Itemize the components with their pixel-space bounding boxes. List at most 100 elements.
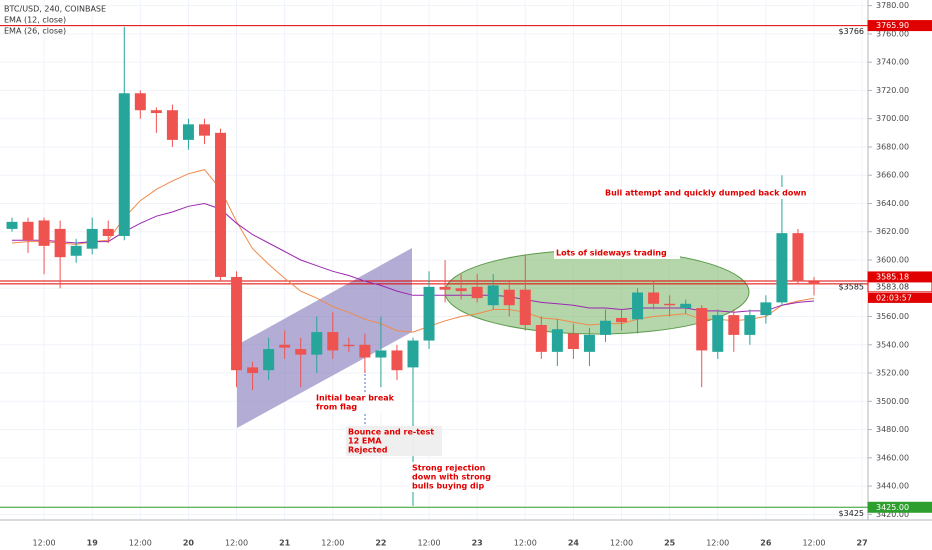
candle-body bbox=[664, 303, 676, 306]
candle-body bbox=[583, 334, 595, 352]
candle-body bbox=[407, 340, 419, 368]
price-tag-label: 3765.90 bbox=[876, 21, 909, 30]
grid bbox=[0, 0, 868, 520]
x-tick-label: 12:00 bbox=[321, 539, 344, 548]
candle-body bbox=[279, 344, 291, 348]
y-tick-label: 3600.00 bbox=[876, 256, 909, 265]
annotation-box bbox=[603, 187, 814, 199]
candle-body bbox=[6, 221, 18, 229]
x-tick-label: 25 bbox=[664, 539, 676, 548]
y-tick-label: 3700.00 bbox=[876, 114, 909, 123]
y-tick-label: 3620.00 bbox=[876, 227, 909, 236]
candle-body bbox=[776, 233, 788, 303]
x-tick-label: 12:00 bbox=[802, 539, 825, 548]
candle-body bbox=[680, 303, 692, 309]
annotation-box bbox=[346, 426, 442, 456]
candle-body bbox=[503, 289, 515, 306]
x-tick-label: 12:00 bbox=[225, 539, 248, 548]
legend-entry: EMA (26, close) bbox=[4, 27, 66, 36]
x-tick-label: 12:00 bbox=[129, 539, 152, 548]
candle-body bbox=[728, 315, 740, 335]
candle-body bbox=[54, 228, 66, 258]
candle-body bbox=[150, 110, 162, 114]
y-tick-label: 3680.00 bbox=[876, 142, 909, 151]
candle-body bbox=[696, 308, 708, 351]
candle-body bbox=[359, 344, 371, 358]
candle-body bbox=[311, 332, 323, 355]
candle-body bbox=[808, 281, 820, 285]
price-tag bbox=[867, 501, 932, 513]
x-tick-label: 21 bbox=[279, 539, 291, 548]
candle-body bbox=[22, 221, 34, 241]
x-tick-label: 12:00 bbox=[33, 539, 56, 548]
candle-body bbox=[760, 302, 772, 316]
candle-body bbox=[535, 325, 547, 352]
level-tag: $3585 bbox=[839, 282, 864, 291]
candle-body bbox=[455, 288, 467, 292]
candle-body bbox=[391, 350, 403, 371]
x-tick-label: 24 bbox=[568, 539, 580, 548]
candle-body bbox=[471, 286, 483, 299]
x-tick-label: 23 bbox=[472, 539, 483, 548]
candle-body bbox=[231, 276, 243, 371]
price-tag bbox=[867, 20, 932, 32]
price-tag-label: 3585.18 bbox=[876, 272, 909, 281]
candle-body bbox=[439, 286, 451, 290]
x-tick-label: 27 bbox=[857, 539, 868, 548]
candle-body bbox=[712, 315, 724, 352]
y-tick-label: 3760.00 bbox=[876, 29, 909, 38]
x-tick-label: 19 bbox=[87, 539, 99, 548]
candle-body bbox=[198, 124, 210, 136]
candle-body bbox=[166, 110, 178, 140]
candle-body bbox=[182, 124, 194, 140]
y-tick-label: 3540.00 bbox=[876, 340, 909, 349]
candle-body bbox=[487, 285, 499, 306]
countdown: 02:03:57 bbox=[876, 293, 912, 302]
annotation-text: bulls buying dip bbox=[412, 482, 485, 491]
x-tick-label: 12:00 bbox=[706, 539, 729, 548]
price-tag-label: 3583.08 bbox=[876, 282, 909, 291]
candle-body bbox=[375, 350, 387, 358]
x-tick-label: 22 bbox=[375, 539, 386, 548]
y-tick-label: 3460.00 bbox=[876, 453, 909, 462]
x-tick-label: 12:00 bbox=[418, 539, 441, 548]
candle-body bbox=[744, 315, 756, 335]
candle-body bbox=[599, 320, 611, 335]
candle-body bbox=[102, 228, 114, 236]
annotation-box bbox=[314, 392, 410, 413]
y-tick-label: 3660.00 bbox=[876, 171, 909, 180]
annotation-box bbox=[410, 462, 496, 492]
annotation-text: 12 EMA bbox=[348, 437, 382, 446]
candle-body bbox=[134, 93, 146, 111]
annotation-text: Lots of sideways trading bbox=[556, 249, 667, 258]
price-tag-label: 3425.00 bbox=[876, 503, 909, 512]
annotation-text: down with strong bbox=[412, 473, 491, 482]
y-tick-label: 3560.00 bbox=[876, 312, 909, 321]
annotation-text: Bounce and re-test bbox=[348, 428, 434, 437]
y-tick-label: 3740.00 bbox=[876, 58, 909, 67]
candle-body bbox=[38, 220, 50, 246]
candle-body bbox=[551, 329, 563, 352]
annotation-text: Initial bear break bbox=[316, 394, 395, 403]
x-tick-label: 26 bbox=[760, 539, 772, 548]
candle-body bbox=[327, 332, 339, 351]
y-tick-label: 3720.00 bbox=[876, 86, 909, 95]
candle-body bbox=[567, 333, 579, 350]
countdown-box bbox=[868, 292, 932, 303]
candle-body bbox=[247, 367, 259, 374]
candle-body bbox=[295, 349, 307, 355]
y-tick-label: 3520.00 bbox=[876, 369, 909, 378]
x-tick-label: 12:00 bbox=[610, 539, 633, 548]
level-tag: $3766 bbox=[839, 27, 864, 36]
candle-body bbox=[423, 286, 435, 341]
candle-body bbox=[215, 132, 227, 277]
candle-body bbox=[86, 228, 98, 249]
legend-entry: EMA (12, close) bbox=[4, 16, 66, 25]
price-tag bbox=[867, 281, 932, 293]
y-tick-label: 3780.00 bbox=[876, 1, 909, 10]
x-tick-label: 12:00 bbox=[514, 539, 537, 548]
candle-body bbox=[792, 233, 804, 282]
candle-body bbox=[263, 349, 275, 371]
ema-line bbox=[11, 169, 815, 333]
